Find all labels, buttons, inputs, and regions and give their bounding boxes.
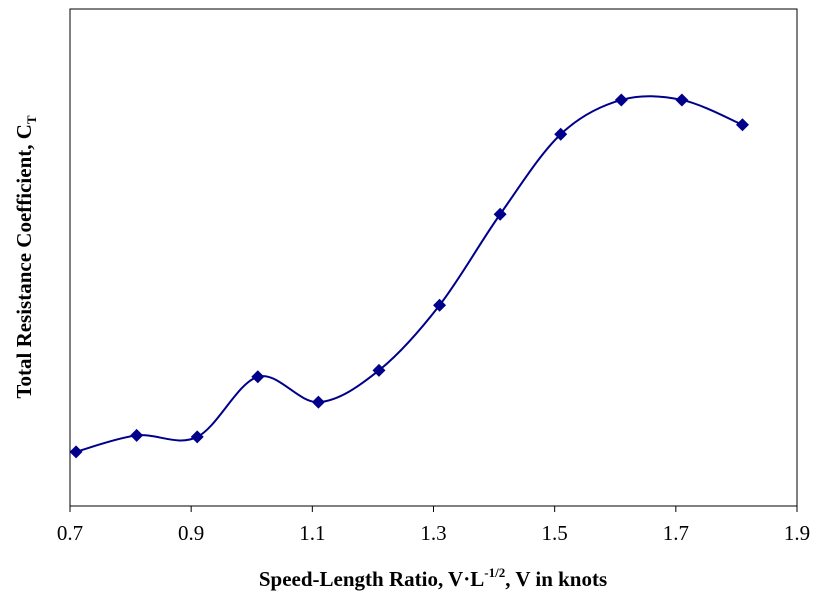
data-point-marker bbox=[69, 445, 83, 459]
x-tick-label: 1.3 bbox=[420, 521, 446, 545]
x-tick-label: 1.1 bbox=[299, 521, 325, 545]
x-axis-tick-labels: 0.7 0.9 1.1 1.3 1.5 1.7 1.9 bbox=[57, 521, 810, 545]
x-tick-label: 1.5 bbox=[542, 521, 568, 545]
x-tick-label: 1.7 bbox=[663, 521, 689, 545]
x-tick-label: 0.7 bbox=[57, 521, 83, 545]
data-point-marker bbox=[735, 118, 749, 132]
x-axis-ticks bbox=[69, 506, 798, 512]
data-point-marker bbox=[554, 127, 568, 141]
data-point-marker bbox=[130, 428, 144, 442]
series-markers bbox=[69, 93, 749, 459]
data-point-marker bbox=[493, 207, 507, 221]
series-line bbox=[75, 95, 743, 453]
y-axis-title: Total Resistance Coefficient, CT bbox=[12, 115, 39, 399]
data-point-marker bbox=[433, 298, 447, 312]
x-axis-title: Speed-Length Ratio, V·L-1/2, V in knots bbox=[259, 565, 607, 591]
data-point-marker bbox=[190, 430, 204, 444]
plot-area bbox=[69, 8, 798, 507]
data-point-marker bbox=[372, 363, 386, 377]
x-tick-label: 1.9 bbox=[784, 521, 810, 545]
data-point-marker bbox=[251, 370, 265, 384]
data-point-marker bbox=[311, 395, 325, 409]
data-point-marker bbox=[614, 93, 628, 107]
data-point-marker bbox=[675, 93, 689, 107]
x-tick-label: 0.9 bbox=[178, 521, 204, 545]
